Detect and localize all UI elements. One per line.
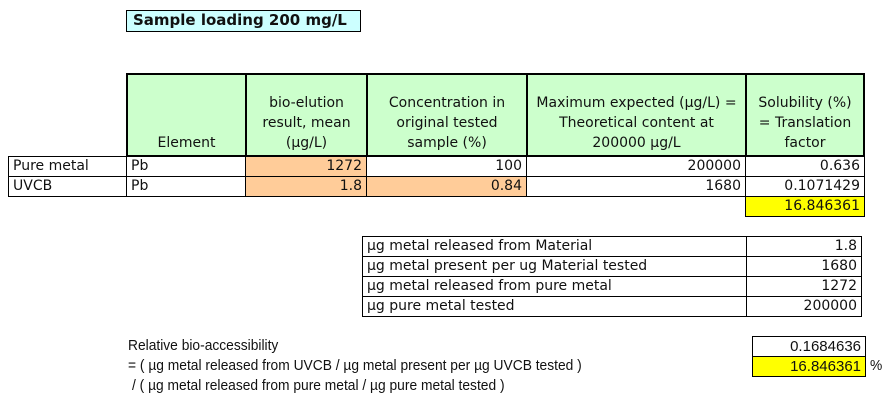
solubility-ratio-cell[interactable]: 16.846361	[745, 196, 865, 217]
percent-unit: %	[870, 357, 883, 374]
header-bio-elution[interactable]: bio-elution result, mean (µg/L)	[245, 73, 368, 157]
header-solubility[interactable]: Solubility (%) = Translation factor	[745, 73, 865, 157]
cell-solubility[interactable]: 0.636	[745, 156, 865, 177]
relative-formula-denominator: / ( µg metal released from pure metal / …	[132, 377, 505, 394]
cell-element[interactable]: Pb	[126, 176, 246, 197]
summary-label[interactable]: µg metal released from pure metal	[362, 276, 747, 297]
cell-concentration[interactable]: 100	[366, 156, 527, 177]
relative-formula-numerator: = ( µg metal released from UVCB / µg met…	[128, 357, 582, 374]
cell-maximum-expected[interactable]: 1680	[526, 176, 746, 197]
summary-value[interactable]: 1680	[746, 256, 862, 277]
summary-label[interactable]: µg metal released from Material	[362, 236, 747, 257]
summary-label[interactable]: µg pure metal tested	[362, 296, 747, 317]
header-concentration[interactable]: Concentration in original tested sample …	[366, 73, 528, 157]
sheet-title: Sample loading 200 mg/L	[126, 10, 361, 32]
header-element[interactable]: Element	[126, 73, 247, 157]
summary-value[interactable]: 200000	[746, 296, 862, 317]
summary-value[interactable]: 1272	[746, 276, 862, 297]
relative-label: Relative bio-accessibility	[128, 337, 279, 354]
cell-bio-elution[interactable]: 1272	[245, 156, 367, 177]
relative-value-cell[interactable]: 0.1684636	[752, 336, 866, 357]
cell-solubility[interactable]: 0.1071429	[745, 176, 865, 197]
row-label-uvcb[interactable]: UVCB	[8, 176, 127, 197]
cell-concentration[interactable]: 0.84	[366, 176, 527, 197]
row-label-pure-metal[interactable]: Pure metal	[8, 156, 127, 177]
header-maximum-expected[interactable]: Maximum expected (µg/L) = Theoretical co…	[526, 73, 747, 157]
cell-bio-elution[interactable]: 1.8	[245, 176, 367, 197]
cell-maximum-expected[interactable]: 200000	[526, 156, 746, 177]
cell-element[interactable]: Pb	[126, 156, 246, 177]
summary-label[interactable]: µg metal present per ug Material tested	[362, 256, 747, 277]
relative-percent-cell[interactable]: 16.846361	[752, 356, 866, 377]
summary-value[interactable]: 1.8	[746, 236, 862, 257]
